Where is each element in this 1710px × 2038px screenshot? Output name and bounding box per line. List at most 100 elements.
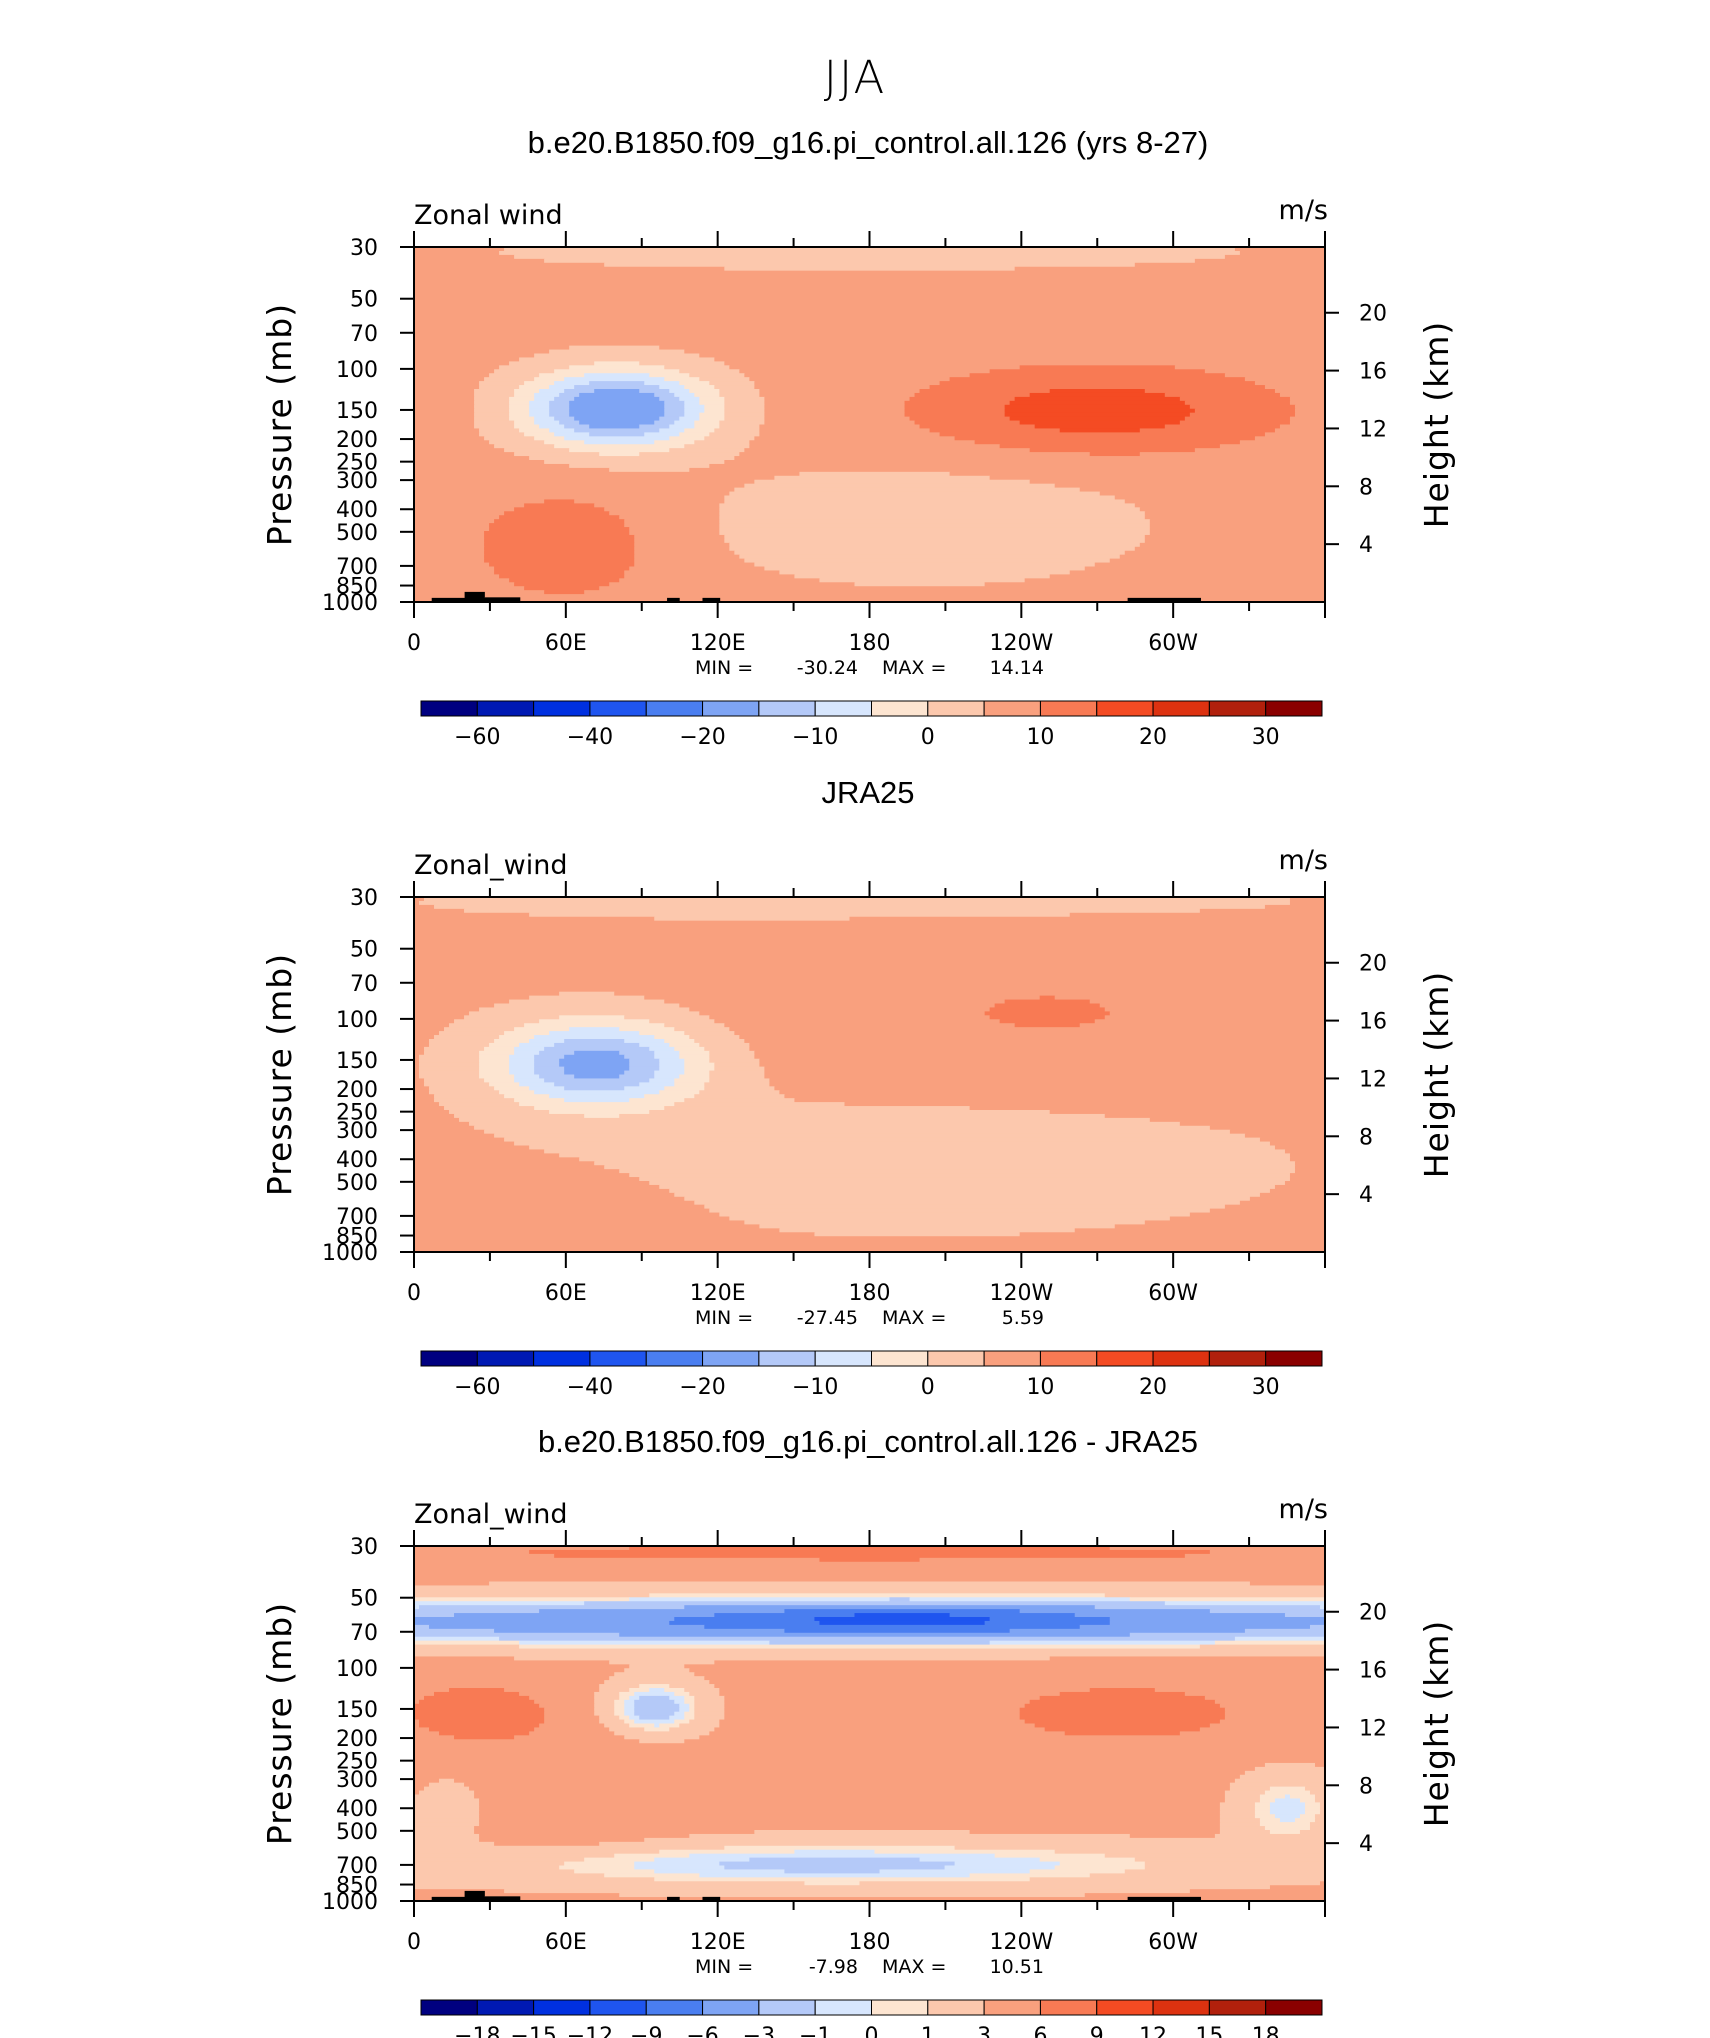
contour-cell	[704, 408, 725, 414]
contour-cell	[739, 369, 991, 374]
contour-cell	[414, 1031, 440, 1036]
contour-cell	[1269, 1802, 1306, 1807]
contour-cell	[1259, 1818, 1281, 1823]
contour-cell	[554, 369, 680, 374]
contour-cell	[1299, 1798, 1316, 1803]
colorbar-label: 12	[1139, 2024, 1167, 2038]
contour-cell	[414, 1684, 600, 1689]
contour-cell	[414, 1589, 1326, 1594]
contour-cell	[609, 511, 720, 516]
contour-cell	[1289, 1794, 1316, 1800]
contour-cell	[684, 1739, 1326, 1744]
contour-cell	[414, 325, 1326, 331]
contour-cell	[414, 420, 475, 426]
contour-cell	[414, 1094, 435, 1099]
contour-cell	[1224, 254, 1326, 260]
contour-cell	[629, 1546, 1111, 1551]
contour-cell	[519, 1102, 675, 1107]
contour-cell	[414, 298, 1326, 303]
contour-cell	[679, 1723, 720, 1729]
contour-cell	[659, 1062, 685, 1068]
contour-cell	[414, 479, 755, 485]
contour-cell	[1079, 487, 1326, 493]
contour-cell	[664, 412, 685, 418]
contour-cell	[704, 404, 725, 410]
contour-cell	[734, 487, 1081, 493]
colorbar-box	[476, 1350, 535, 1367]
contour-cell	[634, 562, 755, 568]
contour-cell	[534, 353, 700, 359]
colorbar-box	[420, 700, 478, 717]
contour-cell	[1284, 1149, 1326, 1154]
y-tick-label: 700	[336, 1854, 378, 1879]
contour-cell	[749, 444, 1001, 449]
units-label: m/s	[1279, 195, 1328, 226]
contour-cell	[509, 412, 530, 418]
contour-cell	[1014, 1023, 1081, 1028]
contour-cell	[554, 381, 590, 386]
contour-cell	[544, 1707, 595, 1713]
contour-cell	[1149, 1117, 1326, 1123]
contour-cell	[1034, 424, 1166, 430]
contour-cell	[414, 448, 505, 453]
contour-cell	[1029, 1869, 1126, 1874]
contour-cell	[1029, 448, 1196, 453]
contour-cell	[649, 1593, 1106, 1598]
contour-cell	[414, 971, 1326, 977]
contour-cell	[724, 538, 1146, 544]
contour-cell	[469, 1011, 700, 1016]
contour-cell	[414, 1794, 475, 1800]
contour-cell	[649, 1078, 675, 1083]
contour-cell	[1179, 1731, 1326, 1736]
contour-cell	[514, 389, 540, 394]
contour-cell	[414, 1790, 420, 1796]
contour-cell	[499, 1090, 535, 1095]
contour-cell	[414, 1204, 705, 1210]
contour-cell	[474, 1125, 1211, 1131]
contour-cell	[414, 365, 500, 370]
contour-cell	[414, 507, 515, 512]
contour-cell	[664, 365, 730, 370]
colorbar-box	[1265, 1999, 1323, 2016]
contour-cell	[1144, 538, 1326, 544]
contour-cell	[414, 1121, 470, 1127]
contour-cell	[1229, 1129, 1326, 1135]
contour-cell	[754, 479, 1031, 485]
contour-cell	[1289, 897, 1326, 902]
contour-cell	[414, 542, 485, 548]
contour-cell	[629, 1715, 640, 1721]
contour-cell	[1149, 523, 1326, 528]
contour-cell	[414, 1593, 650, 1598]
topography-block	[702, 597, 721, 602]
contour-cell	[414, 250, 500, 256]
contour-cell	[414, 1747, 1326, 1752]
contour-cell	[624, 523, 720, 528]
contour-cell	[724, 1699, 1031, 1705]
colorbar-box	[758, 1999, 816, 2016]
contour-cell	[564, 1861, 635, 1867]
contour-cell	[679, 381, 710, 386]
contour-cell	[414, 944, 1326, 949]
contour-cell	[1154, 1688, 1326, 1693]
contour-fill	[414, 247, 1326, 603]
contour-cell	[1134, 546, 1326, 552]
contour-cell	[414, 1220, 745, 1225]
contour-cell	[699, 412, 725, 418]
contour-cell	[539, 373, 585, 378]
y-tick-label: 100	[336, 358, 378, 383]
contour-cell	[539, 1074, 575, 1080]
colorbar-box	[589, 1999, 647, 2016]
contour-cell	[414, 920, 1326, 926]
contour-cell	[689, 1719, 720, 1725]
contour-cell	[414, 1153, 560, 1158]
contour-cell	[1184, 1553, 1326, 1559]
contour-cell	[759, 389, 921, 394]
contour-cell	[529, 400, 550, 406]
contour-cell	[414, 341, 1326, 347]
contour-cell	[714, 1727, 1046, 1732]
contour-cell	[624, 1070, 655, 1076]
x-tick-label: 0	[407, 1930, 421, 1955]
contour-cell	[504, 1688, 600, 1693]
contour-cell	[1299, 1830, 1326, 1835]
contour-cell	[414, 491, 730, 497]
